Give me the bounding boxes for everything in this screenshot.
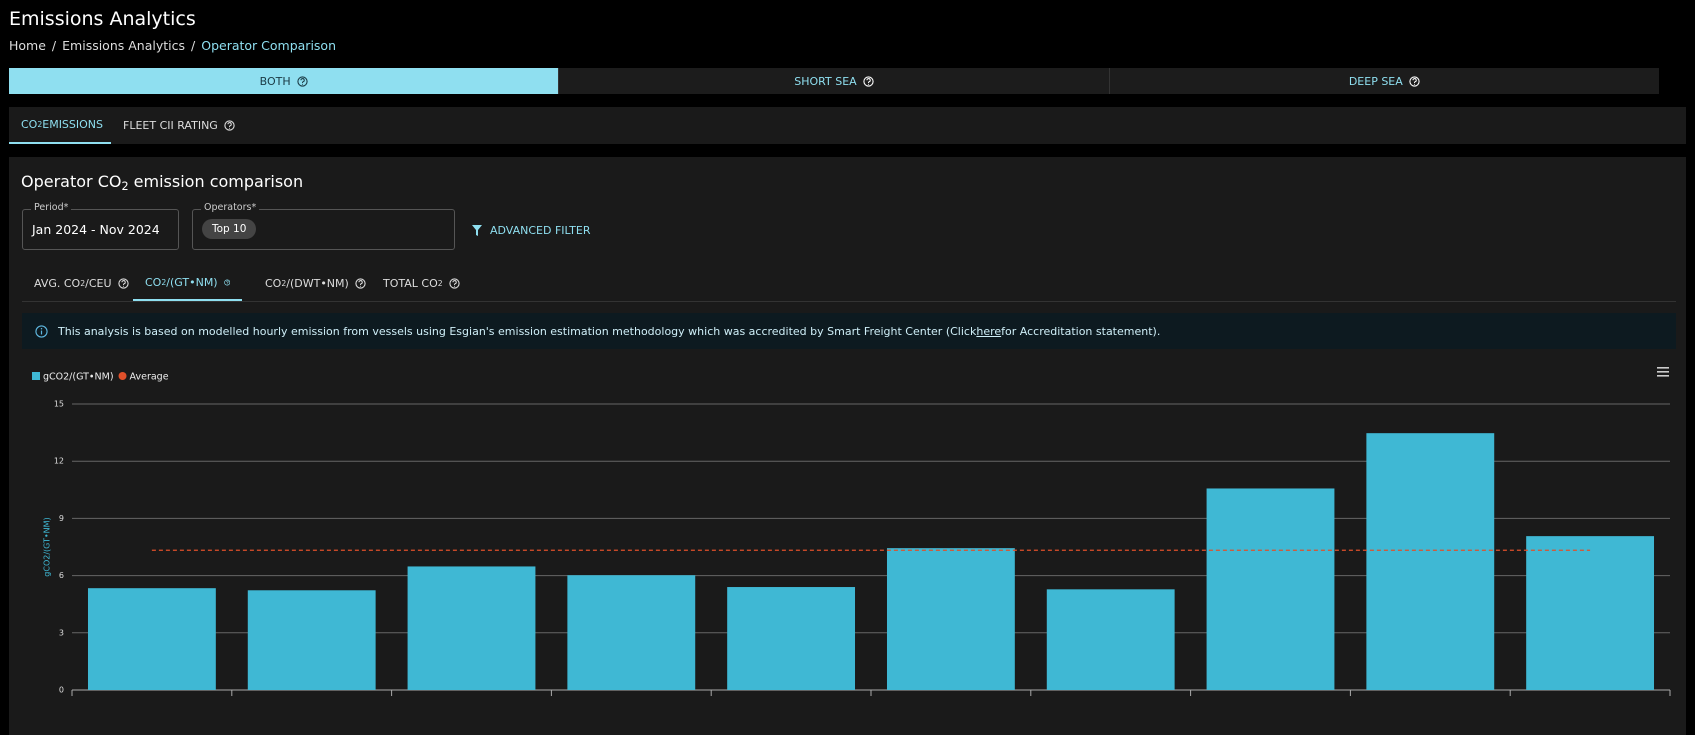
y-tick-label: 12 <box>54 457 64 466</box>
metric-tab-label: /(GT•NM) <box>166 276 218 289</box>
legend-swatch <box>32 372 40 380</box>
tab[interactable]: FLEET CII RATING <box>123 107 235 144</box>
breadcrumb-current: Operator Comparison <box>201 38 336 53</box>
button-label: ADVANCED FILTER <box>490 224 591 237</box>
help-icon[interactable] <box>224 120 235 131</box>
bar <box>1366 433 1495 690</box>
field-value: Jan 2024 - Nov 2024 <box>32 222 160 237</box>
tab-label-sub: 2 <box>37 120 43 129</box>
tab-label: EMISSIONS <box>42 118 104 131</box>
y-tick-label: 15 <box>54 400 64 409</box>
metric-tab-sub: 2 <box>80 279 86 288</box>
segment-tab[interactable]: BOTH <box>9 68 559 94</box>
segment-tab[interactable]: SHORT SEA <box>558 68 1108 94</box>
metric-tab-label: AVG. CO <box>34 277 81 290</box>
bar <box>567 575 696 690</box>
metric-tab-label: TOTAL CO <box>383 277 438 290</box>
metric-tab[interactable]: CO 2/(DWT•NM) <box>253 266 378 301</box>
help-icon[interactable] <box>449 278 460 289</box>
chip[interactable]: Top 10 <box>202 219 257 239</box>
legend-label: gCO2/(GT•NM) <box>43 372 114 383</box>
help-icon[interactable] <box>863 75 874 87</box>
help-icon[interactable] <box>1409 75 1420 87</box>
metric-tab-label: CO <box>145 276 162 289</box>
metric-tab-label: /(DWT•NM) <box>286 277 349 290</box>
info-text: This analysis is based on modelled hourl… <box>58 324 977 338</box>
y-tick-label: 9 <box>59 514 64 523</box>
metric-tab-sub: 2 <box>281 279 287 288</box>
bar <box>247 590 376 690</box>
breadcrumb: Home / Emissions Analytics / Operator Compar… <box>9 38 336 53</box>
bar <box>1526 536 1655 690</box>
card-title-text: Operator CO <box>21 172 122 191</box>
operators-field[interactable]: Operators* Top 10 <box>192 202 455 250</box>
filter-icon <box>472 225 482 236</box>
legend-label: Average <box>130 372 169 383</box>
bar <box>886 548 1015 690</box>
period-field[interactable]: Period* Jan 2024 - Nov 2024 <box>22 202 179 250</box>
advanced-filter-button[interactable]: ADVANCED FILTER <box>472 224 590 237</box>
card-title: Operator CO2 emission comparison <box>21 172 303 193</box>
card-title-sub: 2 <box>121 179 129 193</box>
breadcrumb-item[interactable]: Home <box>9 38 46 53</box>
info-text: for Accreditation statement). <box>1001 324 1161 338</box>
tab-label: CO <box>21 118 38 131</box>
breadcrumb-separator: / <box>191 38 196 53</box>
bar <box>1206 488 1335 690</box>
y-axis-title: gCO2/(GT•NM) <box>43 517 52 576</box>
field-label: Operators* <box>201 202 260 213</box>
breadcrumb-separator: / <box>51 38 57 53</box>
metric-tab[interactable]: AVG. CO 2/CEU <box>22 266 141 301</box>
segment-label: BOTH <box>259 74 291 88</box>
metric-tab-label: /CEU <box>85 277 112 290</box>
tab-bar: CO 2 EMISSIONS FLEET CII RATING <box>9 107 1686 144</box>
chart-menu[interactable] <box>1657 367 1669 377</box>
tab[interactable]: CO 2 EMISSIONS <box>9 107 111 144</box>
field-label: Period* <box>31 202 72 213</box>
bar <box>727 587 856 690</box>
page-title: Emissions Analytics <box>9 8 196 30</box>
info-link[interactable]: here <box>976 324 1002 338</box>
segment-tab[interactable]: DEEP SEA <box>1108 68 1659 94</box>
info-banner: This analysis is based on modelled hourl… <box>22 313 1676 349</box>
metric-tab-sub: 2 <box>437 279 443 288</box>
y-tick-label: 0 <box>59 686 64 695</box>
help-icon[interactable] <box>297 75 308 87</box>
help-icon[interactable] <box>355 278 366 289</box>
bar <box>407 566 536 690</box>
segment-label: DEEP SEA <box>1348 74 1403 88</box>
y-tick-label: 3 <box>59 628 64 637</box>
tab-label: FLEET CII RATING <box>123 119 218 132</box>
metric-tab-sub: 2 <box>161 278 167 287</box>
metric-tab-label: CO <box>265 277 282 290</box>
bar <box>1046 589 1175 690</box>
help-icon[interactable] <box>117 278 129 289</box>
metric-tab-bar: AVG. CO 2/CEU CO 2/(GT•NM) CO 2/(DWT•NM) TO… <box>22 266 1676 302</box>
card-title-text: emission comparison <box>128 172 304 191</box>
legend-swatch <box>118 372 127 380</box>
bar <box>87 588 216 690</box>
y-tick-label: 6 <box>59 571 64 580</box>
segment-bar: BOTH SHORT SEA DEEP SEA <box>9 68 1659 94</box>
info-icon <box>35 324 48 338</box>
metric-tab[interactable]: CO 2/(GT•NM) <box>133 266 242 301</box>
segment-label: SHORT SEA <box>794 74 857 88</box>
help-icon[interactable] <box>223 277 230 288</box>
metric-tab[interactable]: TOTAL CO 2 <box>371 266 472 301</box>
breadcrumb-item[interactable]: Emissions Analytics <box>62 38 186 53</box>
